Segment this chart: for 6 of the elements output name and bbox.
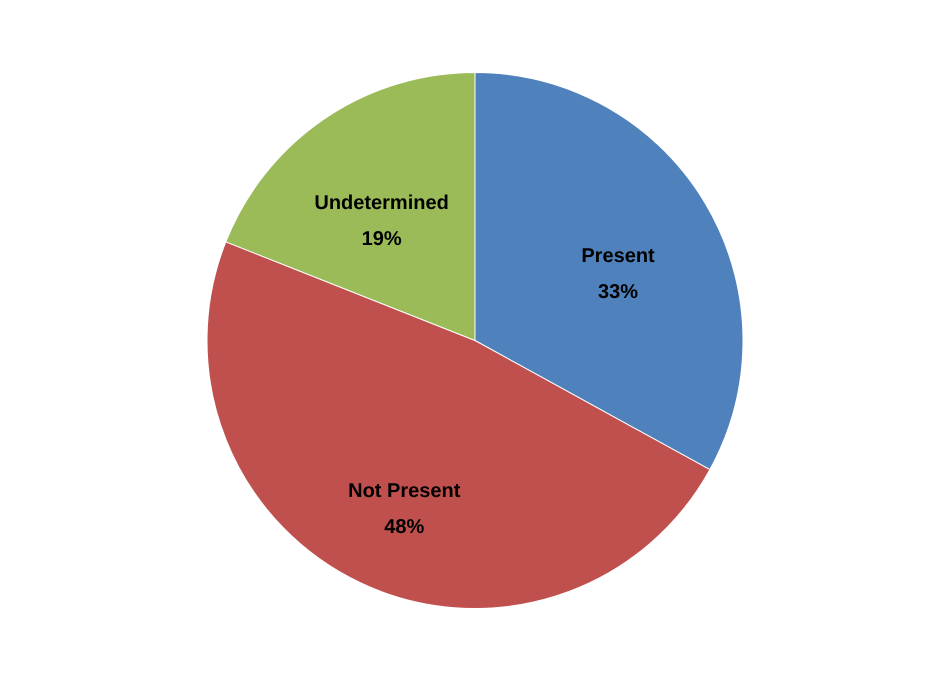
slice-label: Present	[581, 244, 656, 267]
data-label: 48%	[384, 516, 424, 538]
data-label: 19%	[362, 228, 402, 250]
slice-label: Not Present	[348, 480, 461, 502]
data-label: 33%	[598, 280, 638, 303]
slice-label: Undetermined	[314, 192, 449, 214]
